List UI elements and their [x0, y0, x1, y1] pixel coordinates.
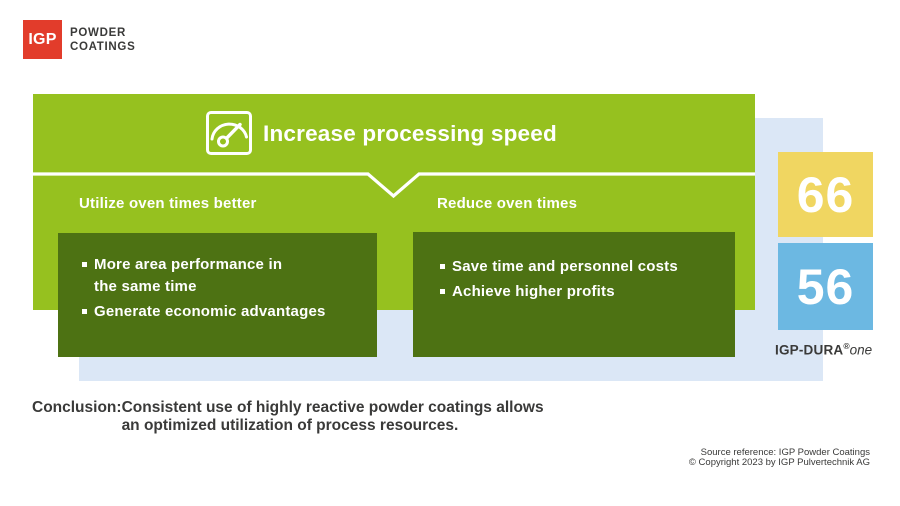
bullet-box-utilize: More area performance in the same time G… [58, 233, 377, 357]
bullet-text: Save time and personnel costs [452, 258, 678, 275]
bullet-text: Generate economic advantages [94, 303, 326, 320]
bullet-text: Achieve higher profits [452, 283, 615, 300]
bullet-text: More area performance in the same time [94, 256, 283, 295]
column-header-utilize: Utilize oven times better [79, 195, 257, 212]
list-item: Generate economic advantages [82, 301, 367, 323]
metric-square-66: 66 [778, 152, 873, 237]
bullet-square-icon [82, 262, 87, 267]
column-header-reduce: Reduce oven times [437, 195, 578, 212]
list-item: Achieve higher profits [440, 281, 725, 303]
igp-logo-mark: IGP [23, 20, 62, 59]
copyright-line: © Copyright 2023 by IGP Pulvertechnik AG [688, 457, 870, 468]
list-item: Save time and personnel costs [440, 256, 725, 278]
registered-mark-icon: ® [843, 341, 850, 351]
conclusion-block: Conclusion: Consistent use of highly rea… [32, 399, 544, 434]
divider-chevron [33, 172, 755, 199]
list-item: More area performance in the same time [82, 254, 367, 298]
logo-line-2: COATINGS [70, 40, 136, 53]
banner-title: Increase processing speed [263, 121, 557, 146]
bullet-box-reduce: Save time and personnel costs Achieve hi… [413, 232, 735, 357]
igp-logo-wordmark: POWDER COATINGS [70, 27, 135, 54]
bullet-square-icon [440, 264, 445, 269]
bullet-square-icon [440, 289, 445, 294]
product-brand: IGP-DURA [775, 342, 844, 358]
source-reference: Source reference: IGP Powder Coatings © … [689, 448, 870, 468]
product-suffix: one [849, 342, 873, 358]
metric-square-56: 56 [778, 243, 873, 330]
bullet-square-icon [82, 309, 87, 314]
conclusion-text: Consistent use of highly reactive powder… [121, 399, 544, 434]
speedometer-icon [206, 111, 252, 155]
product-label: IGP-DURA®one [775, 341, 872, 358]
source-reference-line: Source reference: IGP Powder Coatings [700, 447, 870, 458]
logo-line-1: POWDER [70, 27, 126, 39]
conclusion-label: Conclusion: [32, 399, 122, 416]
